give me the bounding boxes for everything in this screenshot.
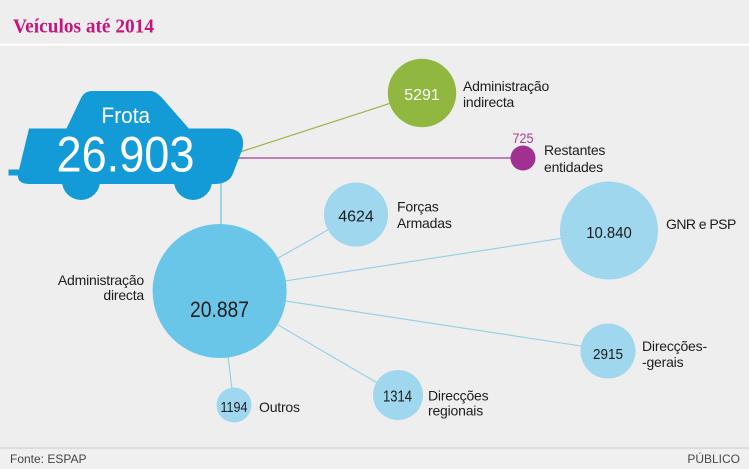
svg-text:Administração: Administração	[58, 272, 145, 288]
svg-text:entidades: entidades	[544, 159, 603, 175]
svg-text:Armadas: Armadas	[397, 215, 452, 231]
svg-text:GNR e PSP: GNR e PSP	[666, 216, 736, 232]
svg-text:PÚBLICO: PÚBLICO	[687, 451, 740, 466]
svg-text:regionais: regionais	[428, 403, 483, 419]
svg-text:2915: 2915	[593, 346, 623, 363]
svg-text:Administração: Administração	[463, 78, 550, 94]
svg-text:1194: 1194	[221, 399, 248, 416]
svg-text:Veículos até 2014: Veículos até 2014	[13, 16, 154, 38]
svg-text:Forças: Forças	[397, 199, 439, 215]
svg-text:indirecta: indirecta	[463, 94, 515, 110]
svg-text:Outros: Outros	[259, 399, 300, 415]
svg-text:1314: 1314	[383, 389, 412, 406]
svg-text:Restantes: Restantes	[544, 142, 605, 158]
svg-text:Frota: Frota	[102, 103, 151, 128]
svg-text:20.887: 20.887	[190, 297, 249, 322]
svg-text:Direcções: Direcções	[428, 388, 489, 404]
svg-text:26.903: 26.903	[57, 127, 195, 183]
svg-text:-gerais: -gerais	[642, 354, 684, 370]
svg-text:5291: 5291	[404, 87, 440, 104]
svg-text:4624: 4624	[338, 209, 374, 226]
svg-text:725: 725	[513, 131, 534, 146]
svg-text:10.840: 10.840	[586, 225, 632, 242]
svg-text:directa: directa	[103, 287, 144, 303]
svg-text:Fonte: ESPAP: Fonte: ESPAP	[10, 452, 86, 466]
svg-text:Direcções-: Direcções-	[642, 338, 707, 354]
